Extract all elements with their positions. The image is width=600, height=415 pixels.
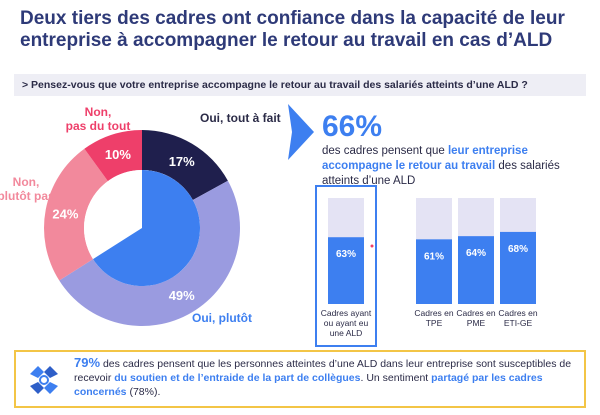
bar-value-label: 64%	[466, 248, 486, 259]
bottom-text-1: des cadres pensent que les personnes att…	[74, 358, 572, 384]
bar-value-label: 68%	[508, 244, 528, 255]
bar	[500, 231, 536, 304]
bar-value-label: 63%	[336, 249, 356, 260]
teamwork-hands-icon	[24, 360, 64, 400]
donut-category-label: Oui, plutôt	[192, 311, 252, 325]
donut-category-label: Non, pas du tout	[66, 105, 131, 133]
bottom-highlight-2: partagé par les cadres concernés	[74, 372, 543, 398]
bottom-text-3: (78%).	[126, 386, 161, 398]
inner-yes-wedge	[93, 170, 200, 286]
donut-svg: 17% 49% 24% 10% Oui, tout à fait Oui, plutôt N…	[0, 105, 281, 326]
donut-value-label: 10%	[105, 147, 131, 162]
bar-svg: 63% Cadres ayant ou ayant eu une ALD 61% Cadr…	[315, 185, 538, 347]
bottom-callout-text: 79% des cadres pensent que les personnes…	[74, 356, 580, 399]
bar-category-label: Cadres en TPE	[414, 308, 453, 328]
headline-description: des cadres pensent que leur entreprise a…	[322, 144, 572, 189]
donut-category-label: Oui, tout à fait	[200, 111, 281, 125]
bar-category-label: Cadres ayant ou ayant eu une ALD	[321, 308, 372, 338]
donut-value-label: 24%	[52, 206, 78, 221]
page-title: Deux tiers des cadres ont confiance dans…	[20, 8, 565, 51]
headline-desc-pre: des cadres pensent que	[322, 145, 448, 157]
bottom-text-2: . Un sentiment	[360, 372, 432, 384]
bar	[328, 237, 364, 304]
donut-value-label: 17%	[169, 154, 195, 169]
arrow-right-icon	[288, 104, 314, 160]
donut-slice	[59, 180, 240, 326]
donut-category-label: Non, plutôt pas	[0, 175, 55, 203]
bottom-percent: 79%	[74, 355, 101, 370]
headline-percent: 66%	[322, 110, 383, 143]
bottom-callout-box	[14, 350, 586, 408]
donut-slice	[44, 148, 108, 281]
bar-category-label: Cadres en ETI-GE	[498, 308, 537, 328]
donut-value-label: 49%	[169, 288, 195, 303]
donut-slice	[142, 130, 228, 201]
highlight-frame	[315, 185, 377, 347]
donut-slice	[84, 130, 142, 182]
bar-value-label: 61%	[424, 251, 444, 262]
separator-dot	[370, 244, 374, 248]
bar	[458, 236, 494, 304]
bar-category-label: Cadres en PME	[456, 308, 495, 328]
bottom-highlight-1: du soutien et de l’entraide de la part d…	[114, 372, 361, 384]
donut-chart: 17% 49% 24% 10% Oui, tout à fait Oui, plutôt N…	[0, 100, 300, 340]
bar	[416, 239, 452, 304]
survey-question: > Pensez-vous que votre entreprise accom…	[14, 74, 586, 96]
bar-chart: 63% Cadres ayant ou ayant eu une ALD 61% Cadr…	[300, 180, 590, 350]
headline-desc-highlight: leur entreprise accompagne le retour au …	[322, 145, 528, 172]
headline-desc-post: des salariés atteints d’une ALD	[322, 160, 560, 187]
